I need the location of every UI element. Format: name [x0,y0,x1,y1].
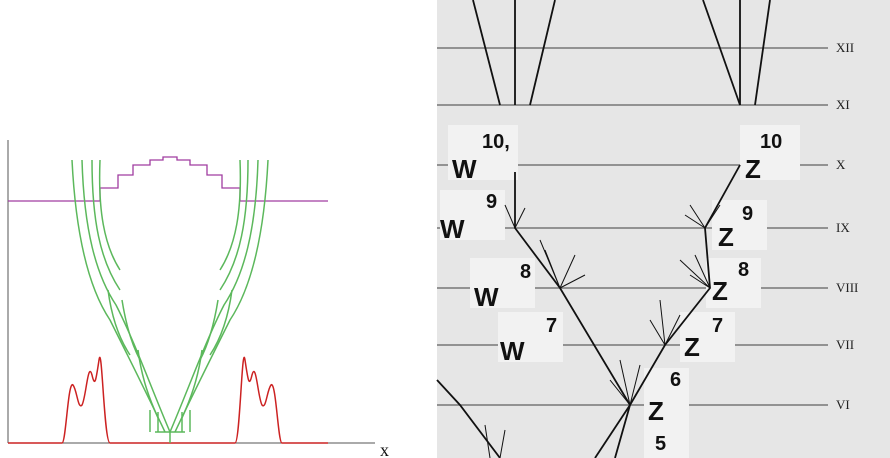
level-label: VII [836,337,854,352]
w-index: 8 [520,261,531,283]
x-axis-label: x [380,440,389,458]
z-index: 10 [760,131,782,153]
level-label: XII [836,40,854,55]
z-letter: Z [712,276,728,306]
w-index: 7 [546,315,557,337]
w-index: 9 [486,191,497,213]
level-label: X [836,157,846,172]
z-letter: Z [648,396,664,426]
z-index: 9 [742,203,753,225]
z-letter: Z [745,154,761,184]
z-index: 8 [738,259,749,281]
left-panel: x [8,140,389,458]
w-letter: W [440,214,465,244]
figure: x [0,0,890,458]
z-letter: Z [684,332,700,362]
w-letter: W [500,336,525,366]
level-label: XI [836,97,850,112]
branches [72,160,268,443]
right-panel: XII XI X IX VIII VII VI W 10, W 9 W 8 W … [437,0,890,458]
w-index: 10, [482,131,510,153]
level-label: VIII [836,280,858,295]
w-letter: W [474,282,499,312]
level-label: IX [836,220,850,235]
z-letter: Z [718,222,734,252]
partial-label: 5 [655,433,666,455]
z-index: 7 [712,315,723,337]
level-label: VI [836,397,850,412]
density-curve [8,357,328,443]
w-letter: W [452,154,477,184]
potential-curve [8,157,328,201]
z-index: 6 [670,369,681,391]
